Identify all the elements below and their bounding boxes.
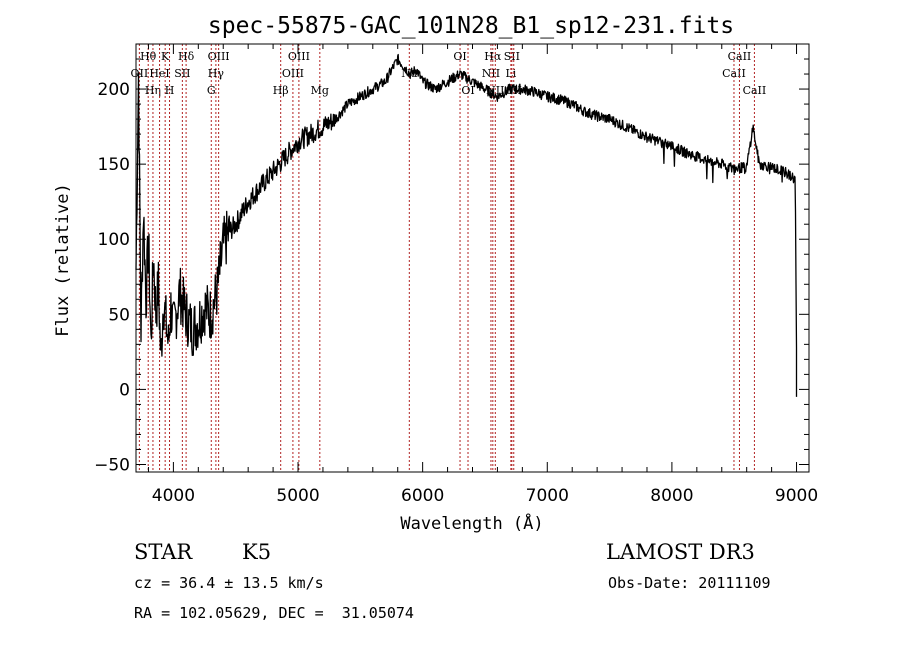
spectral-line-label: Hγ: [208, 67, 225, 80]
y-tick-label: 0: [119, 380, 130, 400]
spectral-line-label: Li: [505, 67, 516, 80]
x-tick-label: 7000: [526, 486, 569, 506]
spectral-line-label: K: [161, 50, 170, 63]
x-tick-label: 6000: [401, 486, 444, 506]
spectral-line-label: SII: [174, 67, 190, 80]
y-tick-label: 200: [98, 80, 130, 100]
survey-label: LAMOST DR3: [606, 540, 755, 564]
y-tick-label: 100: [98, 230, 130, 250]
object-subclass: K5: [242, 540, 272, 564]
spectral-line-label: OIII: [282, 67, 304, 80]
spectral-line-label: CaII: [743, 84, 767, 97]
spectral-line-label: OIII: [208, 50, 230, 63]
flux-series-line: [135, 53, 798, 397]
spectral-line-label: Hθ: [140, 50, 157, 63]
x-tick-label: 5000: [276, 486, 319, 506]
x-tick-label: 8000: [650, 486, 693, 506]
x-tick-label: 4000: [152, 486, 195, 506]
chart-title: spec-55875-GAC_101N28_B1_sp12-231.fits: [208, 13, 734, 39]
spectral-line-label: Hβ: [273, 84, 289, 97]
plot-frame: [135, 43, 810, 473]
object-class: STAR: [134, 540, 193, 564]
plot-border: [135, 43, 810, 473]
obs-date-text: Obs-Date: 20111109: [608, 574, 771, 592]
spectral-line-label: NII: [482, 67, 500, 80]
spectral-line-label: OII: [131, 67, 149, 80]
coordinates-text: RA = 102.05629, DEC = 31.05074: [134, 604, 414, 622]
spectral-line-label: CaII: [722, 67, 746, 80]
spectral-line-label: Hη: [145, 84, 161, 97]
spectral-line-label: OIII: [288, 50, 310, 63]
axis-ticks: 4000 5000 6000 7000 8000 9000 −50 0 50 100 150 200: [94, 44, 818, 506]
spectral-lines: HθOIIHηHeIKHSIIHδGHγOIIIHβOIIIOIIIMgNaOI…: [131, 44, 767, 472]
y-tick-label: −50: [94, 455, 130, 475]
x-tick-label: 9000: [775, 486, 818, 506]
spectral-line-label: OI: [461, 84, 474, 97]
spectral-line-label: HeI: [149, 67, 169, 80]
x-axis-label: Wavelength (Å): [400, 512, 543, 534]
spectral-line-label: H: [165, 84, 175, 97]
spectral-line-label: G: [207, 84, 216, 97]
y-axis-label: Flux (relative): [53, 183, 73, 337]
spectral-line-label: Mg: [311, 84, 329, 97]
spectral-line-label: CaII: [728, 50, 752, 63]
y-tick-label: 50: [108, 305, 130, 325]
spectral-line-label: SII: [504, 50, 520, 63]
spectral-line-label: OI: [453, 50, 466, 63]
y-tick-label: 150: [98, 155, 130, 175]
spectral-line-label: Hδ: [178, 50, 195, 63]
spectral-line-label: Hα: [484, 50, 502, 63]
redshift-text: cz = 36.4 ± 13.5 km/s: [134, 574, 324, 592]
